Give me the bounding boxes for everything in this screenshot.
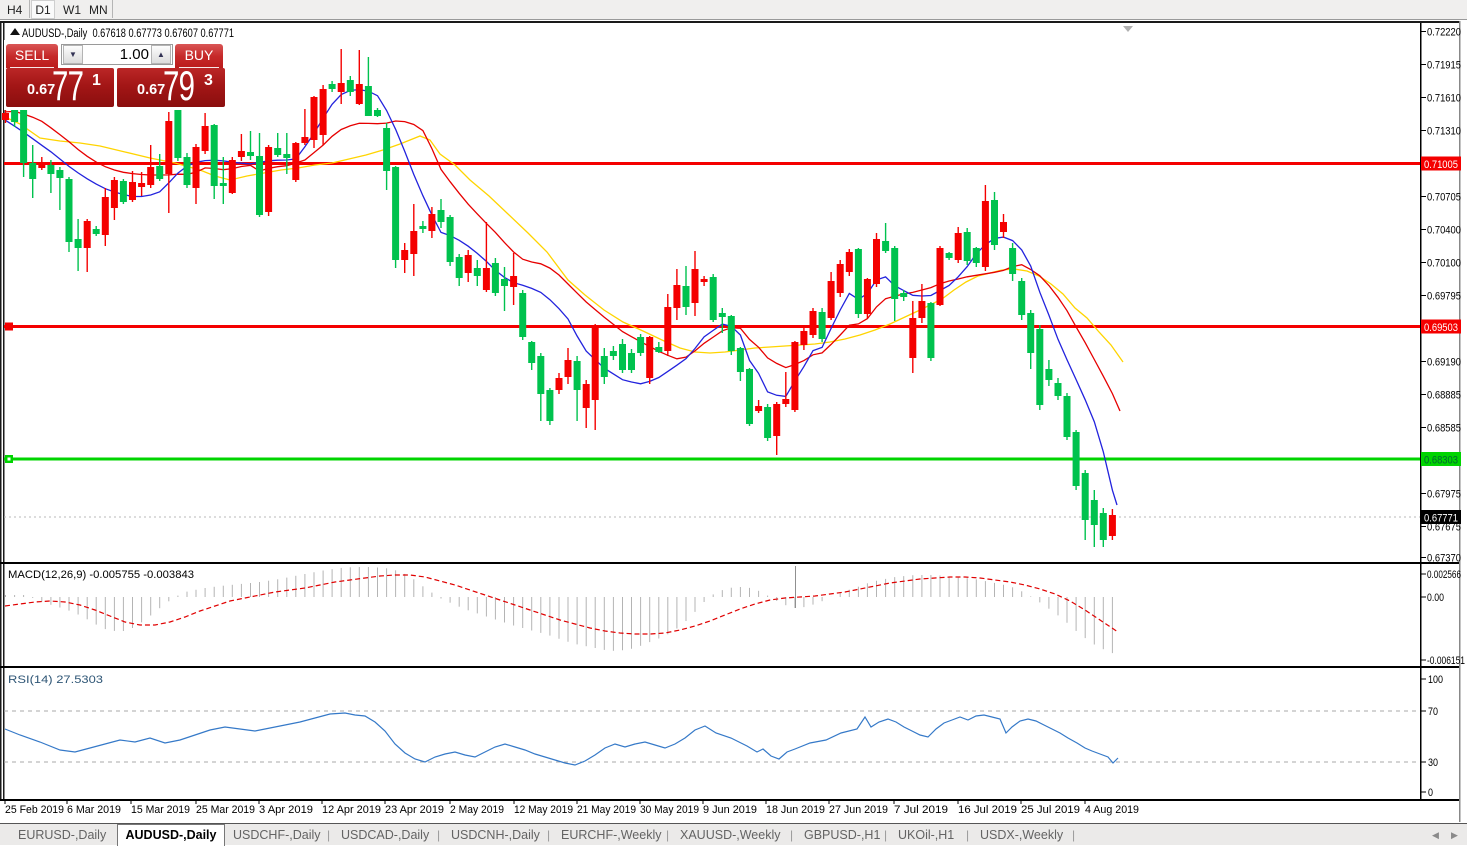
svg-text:-0.006151: -0.006151 (1427, 655, 1465, 667)
svg-text:18 Jun 2019: 18 Jun 2019 (766, 804, 825, 816)
svg-text:12 Apr 2019: 12 Apr 2019 (322, 804, 381, 816)
svg-text:16 Jul 2019: 16 Jul 2019 (958, 804, 1017, 816)
svg-text:MACD(12,26,9) -0.005755 -0.003: MACD(12,26,9) -0.005755 -0.003843 (8, 569, 194, 581)
svg-text:70: 70 (1428, 706, 1438, 718)
svg-text:0.70100: 0.70100 (1427, 258, 1461, 270)
svg-text:23 Apr 2019: 23 Apr 2019 (385, 804, 444, 816)
svg-text:30 May 2019: 30 May 2019 (640, 804, 699, 816)
svg-text:0.71610: 0.71610 (1427, 93, 1461, 105)
svg-text:9 Jun 2019: 9 Jun 2019 (703, 804, 757, 816)
svg-text:0.68303: 0.68303 (1424, 455, 1458, 467)
svg-text:12 May 2019: 12 May 2019 (514, 804, 573, 816)
svg-text:0.70705: 0.70705 (1427, 192, 1461, 204)
svg-text:2 May 2019: 2 May 2019 (450, 804, 504, 816)
svg-text:0.71310: 0.71310 (1427, 126, 1461, 138)
svg-text:27 Jun 2019: 27 Jun 2019 (829, 804, 888, 816)
svg-text:4 Aug 2019: 4 Aug 2019 (1085, 804, 1139, 816)
svg-text:25 Jul 2019: 25 Jul 2019 (1021, 804, 1080, 816)
svg-text:0.71005: 0.71005 (1424, 159, 1458, 171)
svg-text:0.69795: 0.69795 (1427, 291, 1461, 303)
svg-text:7 Jul 2019: 7 Jul 2019 (894, 804, 948, 816)
svg-text:25 Mar 2019: 25 Mar 2019 (196, 804, 255, 816)
svg-text:0.00: 0.00 (1427, 592, 1444, 604)
svg-text:RSI(14) 27.5303: RSI(14) 27.5303 (8, 674, 103, 686)
svg-text:30: 30 (1428, 757, 1438, 769)
svg-text:AUDUSD-,Daily 0.67618 0.67773: AUDUSD-,Daily 0.67618 0.67773 0.67607 0.… (22, 28, 234, 40)
svg-text:0.69190: 0.69190 (1427, 357, 1461, 369)
svg-text:0.67771: 0.67771 (1424, 513, 1458, 525)
svg-text:0.67370: 0.67370 (1427, 553, 1461, 565)
svg-text:0: 0 (1428, 787, 1433, 799)
svg-text:0.70400: 0.70400 (1427, 225, 1461, 237)
svg-text:25 Feb 2019: 25 Feb 2019 (5, 804, 64, 816)
svg-text:21 May 2019: 21 May 2019 (577, 804, 636, 816)
svg-text:0.002566: 0.002566 (1427, 569, 1461, 581)
svg-text:0.68885: 0.68885 (1427, 390, 1461, 402)
svg-text:6 Mar 2019: 6 Mar 2019 (67, 804, 121, 816)
svg-text:15 Mar 2019: 15 Mar 2019 (131, 804, 190, 816)
svg-text:100: 100 (1428, 674, 1443, 686)
svg-text:0.67675: 0.67675 (1427, 522, 1461, 534)
svg-text:0.69503: 0.69503 (1424, 322, 1458, 334)
svg-text:0.72220: 0.72220 (1427, 27, 1461, 39)
svg-text:0.71915: 0.71915 (1427, 60, 1461, 72)
svg-text:3 Apr 2019: 3 Apr 2019 (259, 804, 313, 816)
svg-text:0.68585: 0.68585 (1427, 423, 1461, 435)
svg-text:0.67975: 0.67975 (1427, 489, 1461, 501)
